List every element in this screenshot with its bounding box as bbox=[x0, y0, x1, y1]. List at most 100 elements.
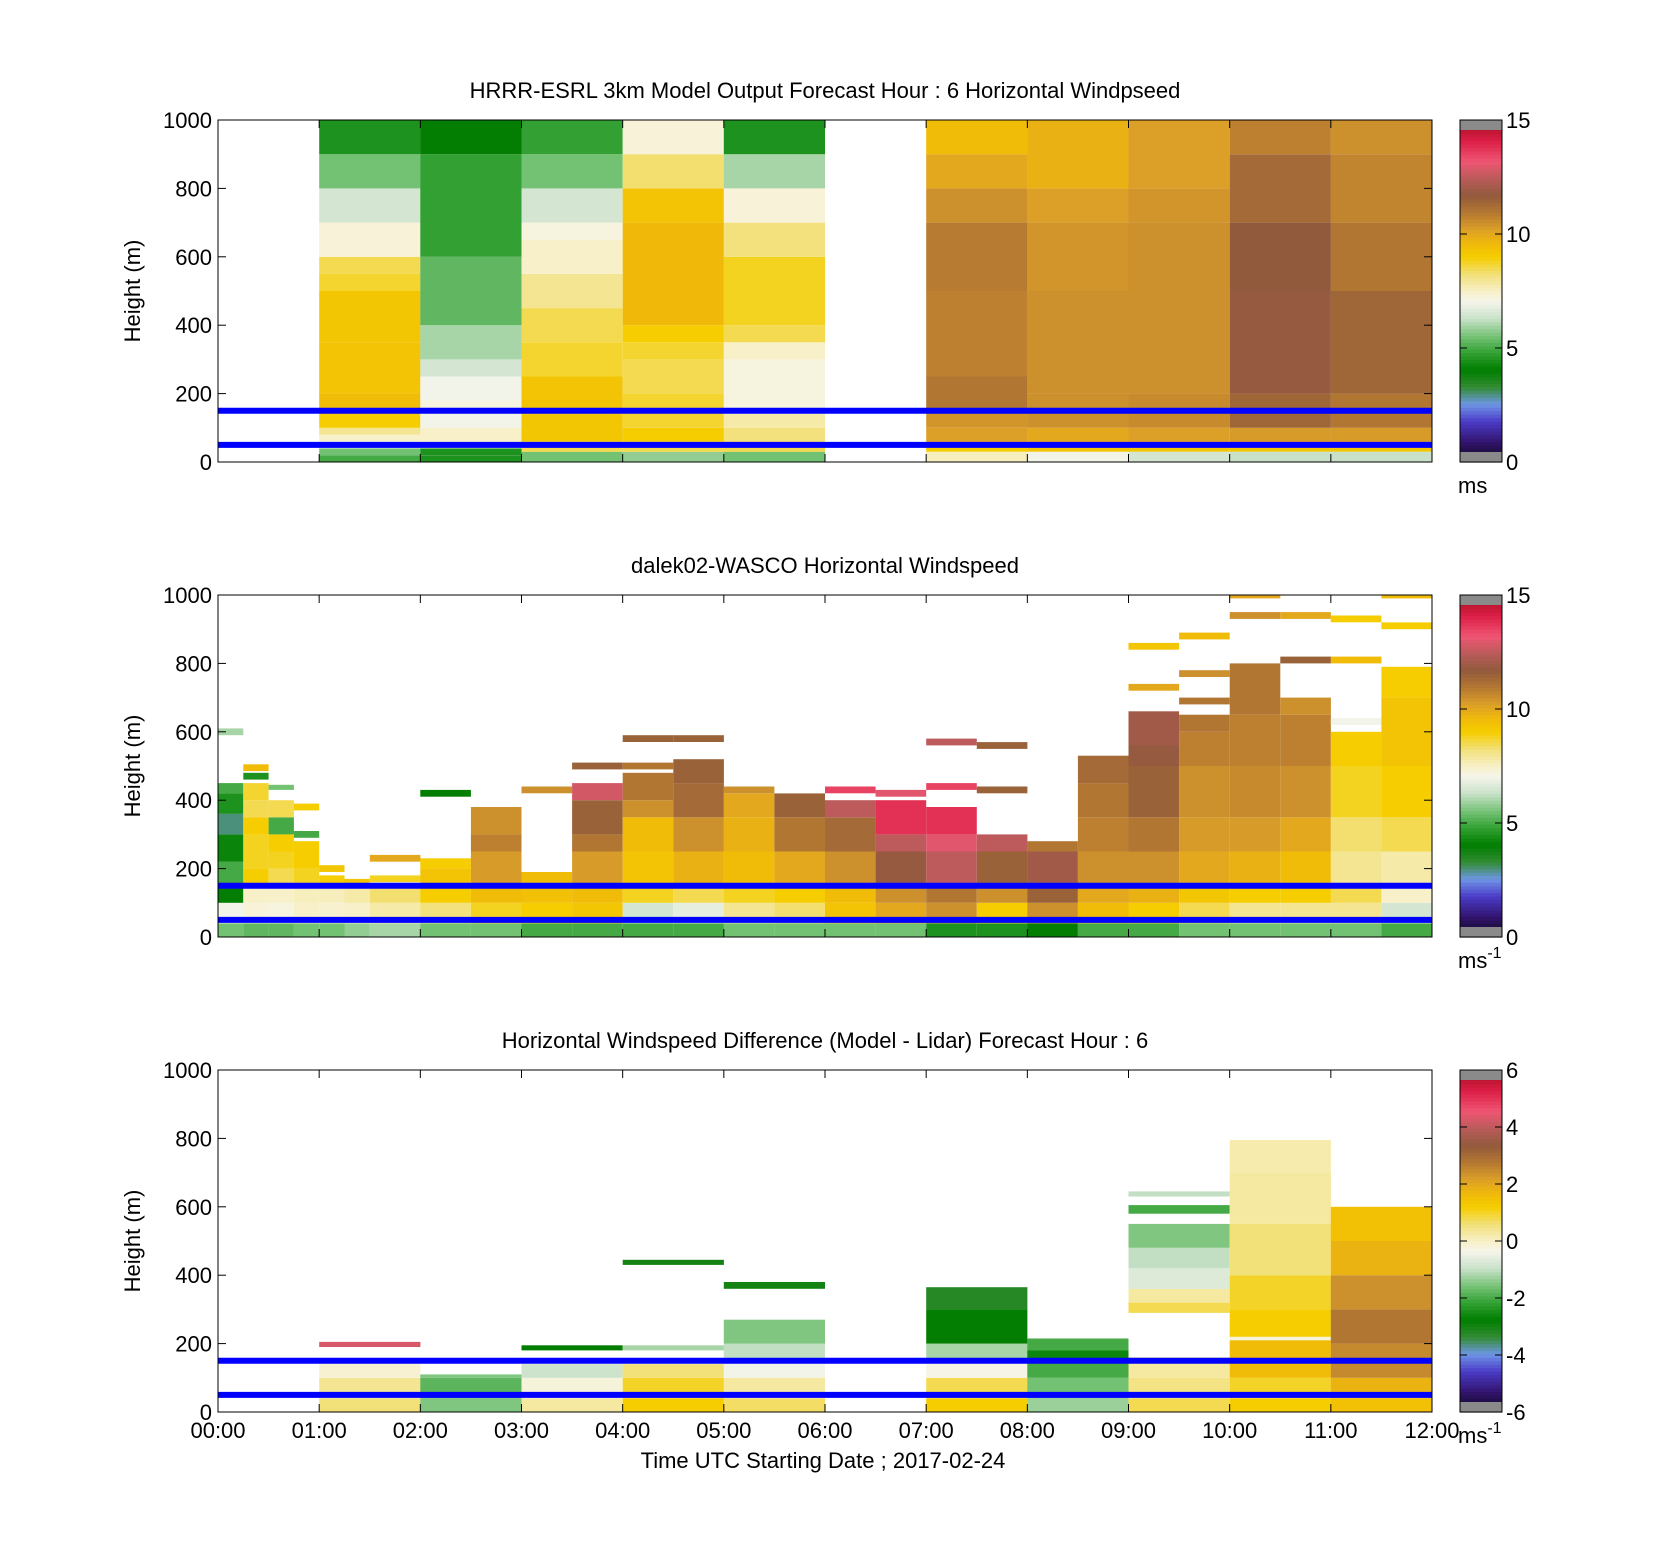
colorbar-segment bbox=[1460, 776, 1502, 781]
colorbar-segment bbox=[1460, 407, 1502, 412]
heatmap-cell bbox=[1077, 885, 1129, 903]
colorbar-segment bbox=[1460, 724, 1502, 729]
colorbar-segment bbox=[1460, 895, 1502, 900]
colorbar-segment bbox=[1460, 318, 1502, 323]
heatmap-cell bbox=[470, 885, 522, 903]
y-tick-label: 600 bbox=[175, 720, 212, 745]
heatmap-cell bbox=[825, 885, 876, 903]
colorbar-segment bbox=[1460, 889, 1502, 894]
heatmap-cell bbox=[673, 885, 724, 903]
colorbar-segment bbox=[1460, 1360, 1502, 1365]
heatmap-cell bbox=[293, 831, 320, 838]
colorbar-segment bbox=[1460, 280, 1502, 285]
y-tick-label: 400 bbox=[175, 1263, 212, 1288]
heatmap-cell bbox=[243, 885, 269, 903]
colorbar-segment bbox=[1460, 335, 1502, 340]
heatmap-cell bbox=[420, 448, 522, 456]
colorbar-segment bbox=[1460, 659, 1502, 664]
heatmap-cell bbox=[1229, 885, 1281, 903]
heatmap-cell bbox=[470, 851, 522, 886]
colorbar-segment bbox=[1460, 789, 1502, 794]
colorbar-segment bbox=[1460, 1128, 1502, 1133]
y-tick-label: 400 bbox=[175, 788, 212, 813]
colorbar-segment bbox=[1460, 1227, 1502, 1232]
colorbar-segment bbox=[1460, 1210, 1502, 1215]
heatmap-cell bbox=[1330, 154, 1432, 223]
colorbar-segment bbox=[1460, 226, 1502, 231]
colorbar-segment bbox=[1460, 133, 1502, 138]
heatmap-cell bbox=[319, 1360, 421, 1378]
colorbar-segment bbox=[1460, 1117, 1502, 1122]
colorbar-segment bbox=[1460, 1087, 1502, 1092]
colorbar-segment bbox=[1460, 1357, 1502, 1362]
colorbar-segment bbox=[1460, 913, 1502, 918]
heatmap-cell bbox=[470, 923, 522, 937]
colorbar-segment bbox=[1460, 332, 1502, 337]
colorbar-segment bbox=[1460, 137, 1502, 142]
heatmap-cell bbox=[1179, 670, 1230, 677]
heatmap-cell bbox=[420, 868, 471, 886]
heatmap-cell bbox=[774, 923, 825, 937]
colorbar-segment bbox=[1460, 229, 1502, 234]
colorbar-segment bbox=[1460, 742, 1502, 747]
heatmap-cell bbox=[622, 1259, 724, 1265]
colorbar-segment bbox=[1460, 393, 1502, 398]
heatmap-cell bbox=[521, 923, 573, 937]
heatmap-cell bbox=[622, 735, 674, 742]
colorbar-segment bbox=[1460, 673, 1502, 678]
panel-title: HRRR-ESRL 3km Model Output Forecast Hour… bbox=[470, 78, 1181, 103]
colorbar-segment bbox=[1460, 827, 1502, 832]
colorbar-segment bbox=[1460, 902, 1502, 907]
colorbar-segment bbox=[1460, 728, 1502, 733]
heatmap-cell bbox=[1280, 885, 1331, 903]
heatmap-cell bbox=[420, 325, 522, 360]
colorbar-segment bbox=[1460, 297, 1502, 302]
colorbar-segment bbox=[1460, 150, 1502, 155]
heatmap-cell bbox=[420, 789, 471, 797]
colorbar-segment bbox=[1460, 1323, 1502, 1328]
heatmap-cell bbox=[1330, 1275, 1432, 1310]
colorbar-segment bbox=[1460, 1213, 1502, 1218]
colorbar-segment bbox=[1460, 1364, 1502, 1369]
y-tick-label: 200 bbox=[175, 1332, 212, 1357]
colorbar-segment bbox=[1460, 215, 1502, 220]
heatmap-cell bbox=[825, 817, 876, 852]
colorbar-segment bbox=[1460, 355, 1502, 360]
heatmap-cell bbox=[1229, 451, 1331, 462]
colorbar-segment bbox=[1460, 420, 1502, 425]
colorbar-segment bbox=[1460, 294, 1502, 299]
heatmap-cell bbox=[268, 817, 294, 835]
heatmap-cell bbox=[1280, 714, 1331, 766]
heatmap-cell bbox=[976, 742, 1028, 749]
heatmap-cell bbox=[1330, 1309, 1432, 1344]
panel-1: 0 200 400 600 800 1000 Height (m) HRRR-ESRL 3km… bbox=[120, 78, 1530, 498]
heatmap-cell bbox=[723, 851, 775, 886]
colorbar-segment bbox=[1460, 872, 1502, 877]
colorbar-segment bbox=[1460, 349, 1502, 354]
heatmap-cell bbox=[470, 834, 522, 852]
colorbar-segment bbox=[1460, 735, 1502, 740]
heatmap-cell bbox=[470, 807, 522, 835]
colorbar-segment bbox=[1460, 714, 1502, 719]
y-tick-label: 200 bbox=[175, 857, 212, 882]
colorbar-segment bbox=[1460, 448, 1502, 453]
heatmap-cell bbox=[1330, 444, 1432, 452]
heatmap-cell bbox=[723, 256, 825, 326]
colorbar-segment bbox=[1460, 270, 1502, 275]
heatmap-cell bbox=[243, 800, 269, 818]
heatmap-cell bbox=[1330, 851, 1382, 886]
heatmap-cell bbox=[1027, 451, 1129, 462]
colorbar-segment bbox=[1460, 796, 1502, 801]
heatmap-cell bbox=[521, 872, 573, 886]
y-tick-label: 0 bbox=[200, 450, 212, 475]
heatmap-cell bbox=[976, 923, 1028, 937]
heatmap-cell bbox=[521, 1364, 623, 1378]
heatmap-cell bbox=[622, 325, 724, 343]
heatmap-cell bbox=[319, 273, 421, 291]
colorbar-segment bbox=[1460, 386, 1502, 391]
colorbar-segment bbox=[1460, 1347, 1502, 1352]
heatmap-cell bbox=[976, 851, 1028, 886]
colorbar-segment bbox=[1460, 1388, 1502, 1393]
colorbar-segment bbox=[1460, 161, 1502, 166]
heatmap-cell bbox=[1128, 1288, 1230, 1303]
